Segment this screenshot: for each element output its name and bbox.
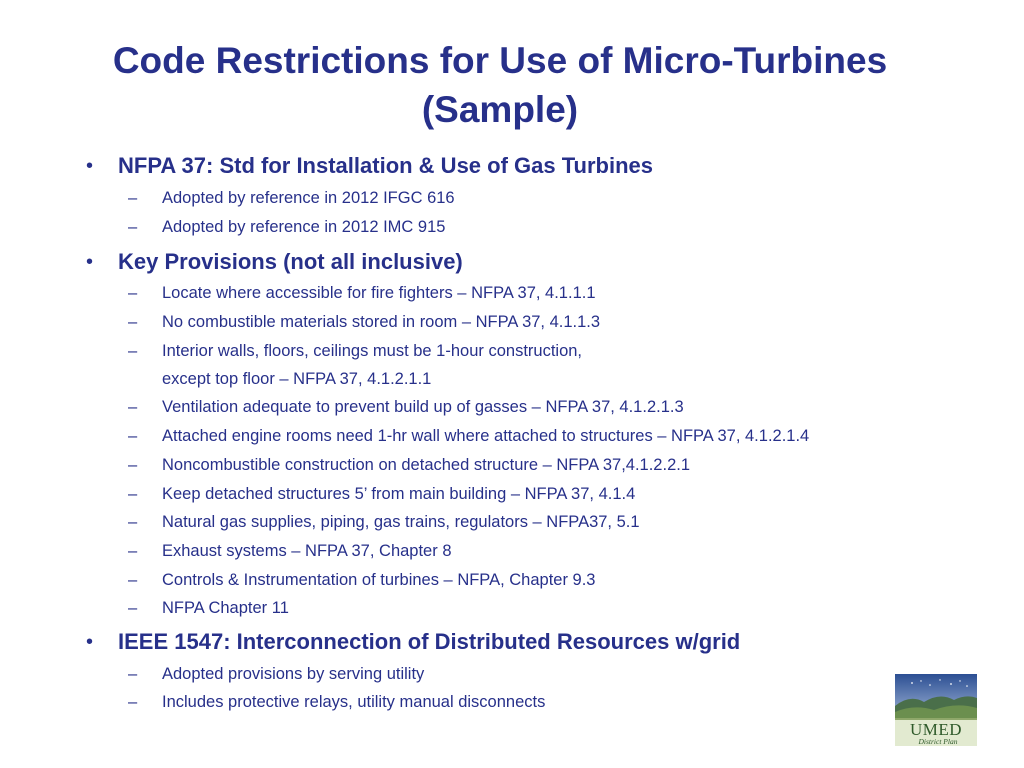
sub-item-text: Adopted by reference in 2012 IFGC 616 <box>162 189 455 207</box>
dash-icon: – <box>128 571 138 589</box>
sub-item-text: Natural gas supplies, piping, gas trains… <box>162 513 640 531</box>
dash-icon: – <box>128 456 138 474</box>
dash-icon: – <box>128 398 138 416</box>
dash-icon: – <box>128 665 138 683</box>
sub-item-text: NFPA Chapter 11 <box>162 599 289 617</box>
sub-item-text: Exhaust systems – NFPA 37, Chapter 8 <box>162 542 452 560</box>
sub-item-text: Controls & Instrumentation of turbines –… <box>162 571 596 589</box>
sub-item-text: Ventilation adequate to prevent build up… <box>162 398 684 416</box>
dash-icon: – <box>128 693 138 711</box>
slide-title-line-1: Code Restrictions for Use of Micro-Turbi… <box>112 40 888 81</box>
bullet-heading: NFPA 37: Std for Installation & Use of G… <box>118 153 653 178</box>
dash-icon: – <box>128 485 138 503</box>
bullet-icon: • <box>86 251 94 273</box>
dash-icon: – <box>128 599 138 617</box>
sub-item-text: Keep detached structures 5’ from main bu… <box>162 485 636 503</box>
bullet-icon: • <box>86 155 94 177</box>
dash-icon: – <box>128 284 138 302</box>
sub-item-text: Attached engine rooms need 1-hr wall whe… <box>162 427 810 445</box>
sub-item-text: Interior walls, floors, ceilings must be… <box>162 342 583 360</box>
dash-icon: – <box>128 427 138 445</box>
bullet-icon: • <box>86 631 94 653</box>
sub-item-text: No combustible materials stored in room … <box>162 313 601 331</box>
svg-text:UMED: UMED <box>910 720 962 739</box>
dash-icon: – <box>128 313 138 331</box>
bullet-heading: IEEE 1547: Interconnection of Distribute… <box>118 629 741 654</box>
umed-district-plan-logo: UMED District Plan <box>894 672 978 748</box>
sub-item-text: Noncombustible construction on detached … <box>162 456 690 474</box>
sub-item-text: except top floor – NFPA 37, 4.1.2.1.1 <box>162 370 432 388</box>
sub-item-text: Includes protective relays, utility manu… <box>162 693 546 711</box>
dash-icon: – <box>128 189 138 207</box>
svg-text:District Plan: District Plan <box>918 737 958 746</box>
bullet-heading: Key Provisions (not all inclusive) <box>118 249 463 274</box>
logo-icon: UMED District Plan <box>895 674 977 746</box>
dash-icon: – <box>128 513 138 531</box>
slide-title: Code Restrictions for Use of Micro-Turbi… <box>60 36 940 134</box>
dash-icon: – <box>128 542 138 560</box>
sub-item-text: Adopted provisions by serving utility <box>162 665 425 683</box>
slide-title-line-2: (Sample) <box>421 89 579 130</box>
sub-item-text: Locate where accessible for fire fighter… <box>162 284 596 302</box>
dash-icon: – <box>128 218 138 236</box>
dash-icon: – <box>128 342 138 360</box>
sub-item-text: Adopted by reference in 2012 IMC 915 <box>162 218 446 236</box>
